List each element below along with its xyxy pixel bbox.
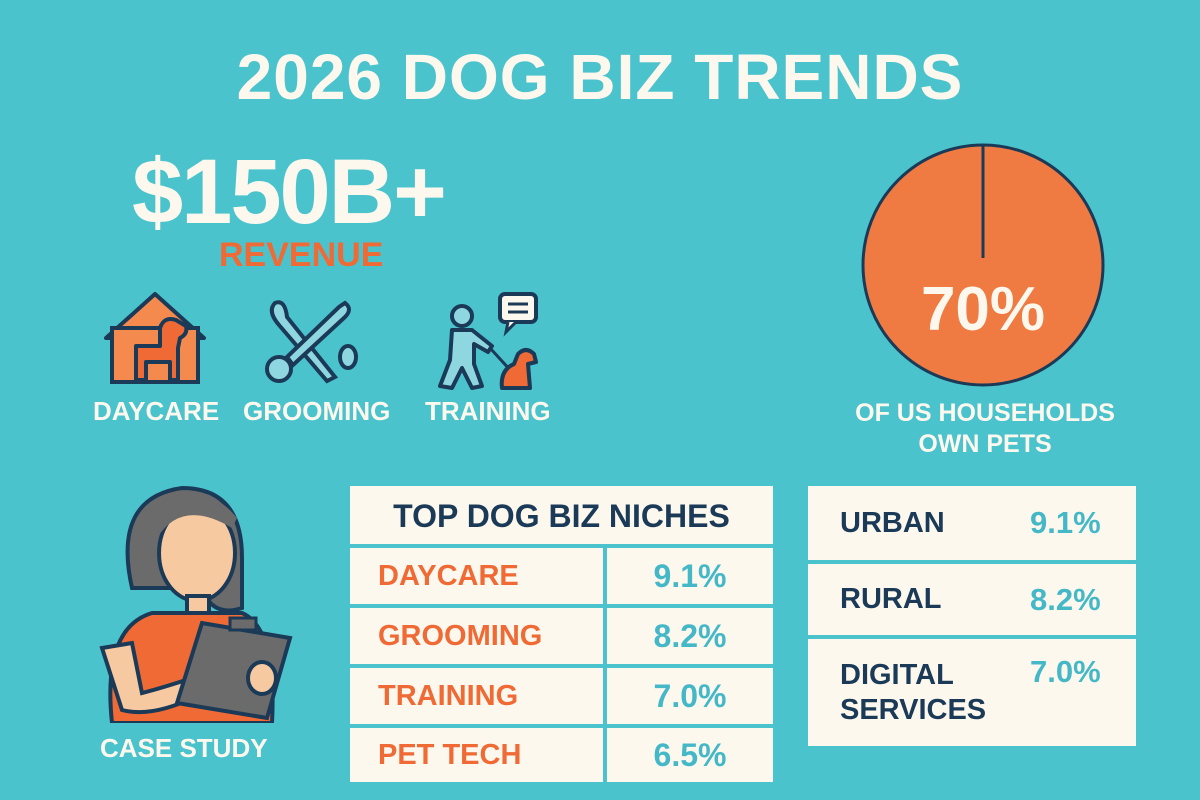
niche-value: 6.5%: [653, 736, 727, 773]
dog-house-icon: [104, 292, 206, 384]
pie-percent-label: 70%: [921, 275, 1045, 344]
households-caption: OF US HOUSEHOLDS OWN PETS: [800, 398, 1170, 460]
service-label-daycare: DAYCARE: [93, 396, 220, 426]
households-caption-line2: OWN PETS: [918, 430, 1052, 458]
niches-table-title: TOP DOG BIZ NICHES: [393, 497, 730, 534]
segment-name: URBAN: [840, 506, 945, 539]
segment-name: RURAL: [840, 583, 942, 615]
segment-value: 9.1%: [1030, 505, 1101, 540]
households-pie: 70%: [861, 143, 1105, 387]
segment-value: 8.2%: [1030, 581, 1101, 617]
niche-value: 8.2%: [653, 617, 727, 654]
scissors-icon: [265, 300, 358, 384]
niche-name: TRAINING: [378, 679, 519, 712]
service-label-training: TRAINING: [425, 396, 551, 426]
niche-name: GROOMING: [378, 619, 543, 652]
segments-table: URBAN 9.1% RURAL 8.2% DIGITAL SERVICES 7…: [808, 486, 1136, 746]
niche-name: PET TECH: [378, 738, 522, 771]
segment-name-line2: SERVICES: [840, 694, 987, 726]
segment-name-line1: DIGITAL: [840, 659, 954, 691]
niche-name: DAYCARE: [378, 559, 519, 592]
niche-value: 7.0%: [653, 677, 727, 714]
segment-value: 7.0%: [1030, 654, 1101, 689]
service-label-grooming: GROOMING: [243, 396, 391, 426]
niche-value: 9.1%: [653, 557, 727, 594]
revenue-label: REVENUE: [219, 236, 384, 274]
revenue-value: $150B+: [132, 141, 447, 243]
niches-table: TOP DOG BIZ NICHES DAYCARE 9.1% GROOMING…: [350, 486, 773, 782]
case-study-label: CASE STUDY: [100, 733, 268, 763]
woman-with-clipboard-icon: [99, 485, 293, 723]
households-caption-line1: OF US HOUSEHOLDS: [855, 399, 1115, 427]
trainer-with-dog-icon: [438, 292, 538, 390]
page-title: 2026 DOG BIZ TRENDS: [236, 41, 964, 113]
segment-name: DIGITAL SERVICES: [840, 658, 986, 728]
